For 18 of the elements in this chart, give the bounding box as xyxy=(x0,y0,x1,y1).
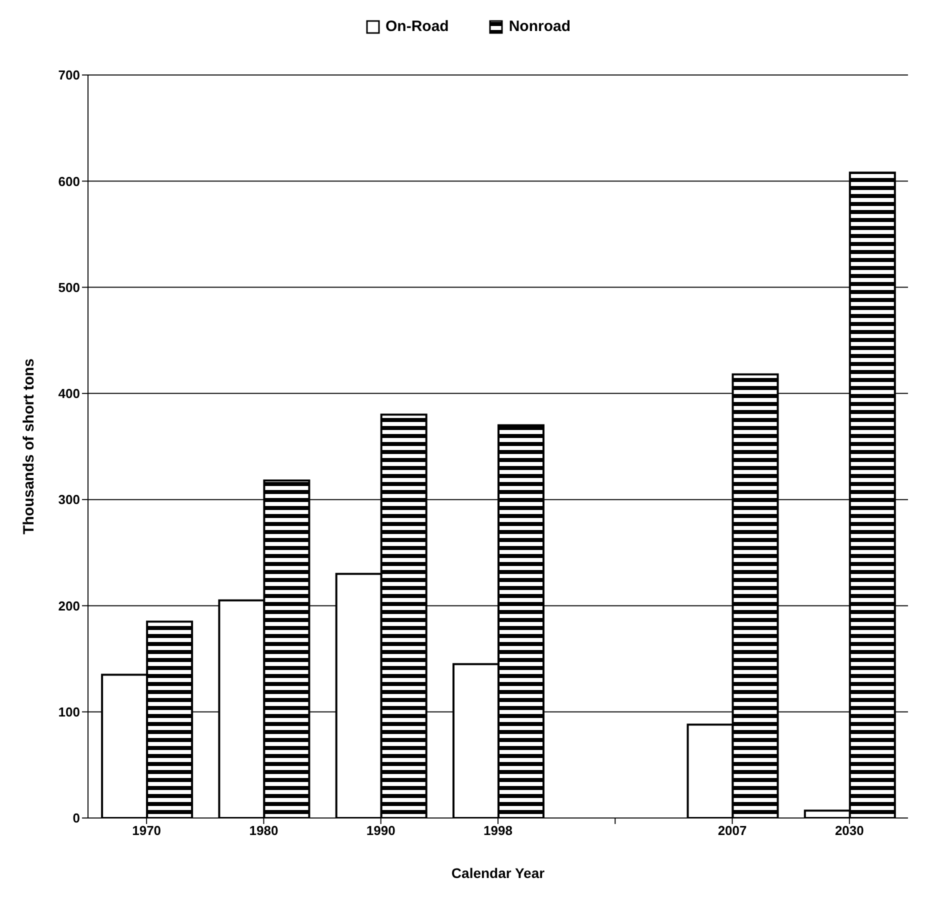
y-tick-label: 600 xyxy=(58,174,80,189)
x-axis-title: Calendar Year xyxy=(451,865,546,881)
y-tick-label: 0 xyxy=(72,810,80,826)
x-tick-label: 1980 xyxy=(249,823,278,838)
y-tick-label: 500 xyxy=(58,280,80,295)
legend-label: Nonroad xyxy=(508,18,570,35)
y-tick-label: 400 xyxy=(58,386,80,402)
y-tick-label: 300 xyxy=(58,492,80,508)
legend-label: On-Road xyxy=(386,18,449,35)
x-tick-label: 1990 xyxy=(366,823,396,838)
y-axis-title: Thousands of short tons xyxy=(20,358,38,534)
x-tick-label: 2007 xyxy=(718,823,747,838)
y-tick-label: 200 xyxy=(58,598,80,614)
x-tick-label: 2030 xyxy=(834,823,864,838)
x-tick-label: 1970 xyxy=(132,823,162,838)
x-tick-label: 1998 xyxy=(484,823,512,838)
y-tick-label: 700 xyxy=(58,68,80,83)
y-tick-label: 100 xyxy=(58,704,80,720)
